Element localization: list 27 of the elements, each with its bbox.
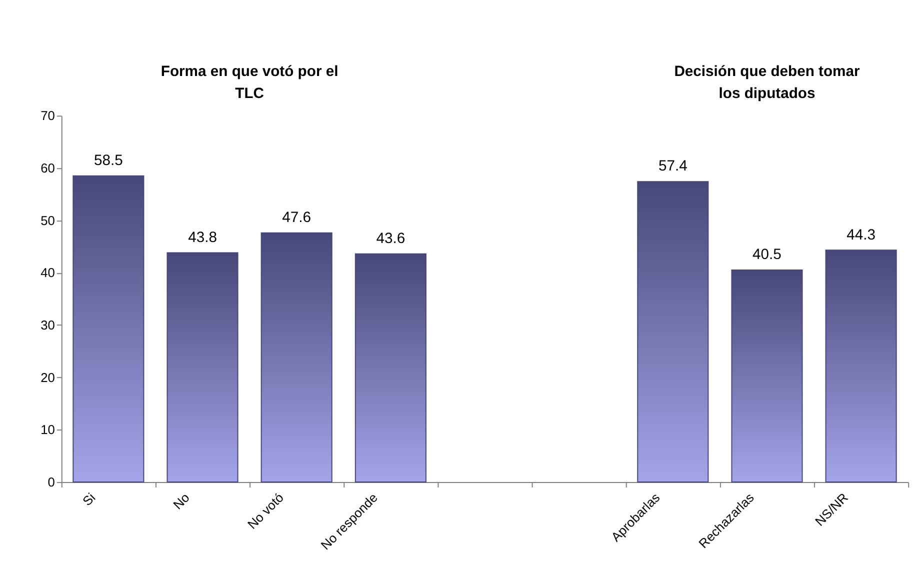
y-tick-label: 50 [40, 212, 55, 228]
x-tick-label: Si [80, 490, 98, 509]
y-tick-label: 20 [40, 370, 55, 385]
text: Forma en que votó por el TLC [160, 64, 338, 102]
text: Decisión que deben tomar los diputados [674, 64, 860, 102]
y-tick-label: 40 [40, 265, 55, 280]
data-label: 44.3 [846, 227, 876, 244]
y-tick-label: 30 [40, 317, 55, 332]
y-tick-label: 10 [40, 422, 55, 438]
y-tick-label: 70 [40, 108, 55, 124]
bar [166, 252, 238, 483]
data-label: 40.5 [752, 247, 782, 264]
y-tick-label: 0 [48, 474, 55, 490]
y-tick-label: 60 [40, 160, 55, 176]
data-label: 43.8 [188, 230, 217, 246]
bar [825, 250, 897, 483]
x-tick-label: No votó [244, 490, 286, 532]
bar [637, 181, 709, 483]
x-tick-label: No [170, 490, 192, 512]
data-label: 43.6 [376, 230, 406, 247]
bar [72, 175, 144, 483]
bar [354, 253, 426, 483]
data-label: 58.5 [94, 152, 123, 169]
bar [731, 270, 803, 483]
data-label: 57.4 [658, 158, 688, 175]
data-label: 47.6 [282, 210, 312, 226]
bar [260, 232, 332, 483]
